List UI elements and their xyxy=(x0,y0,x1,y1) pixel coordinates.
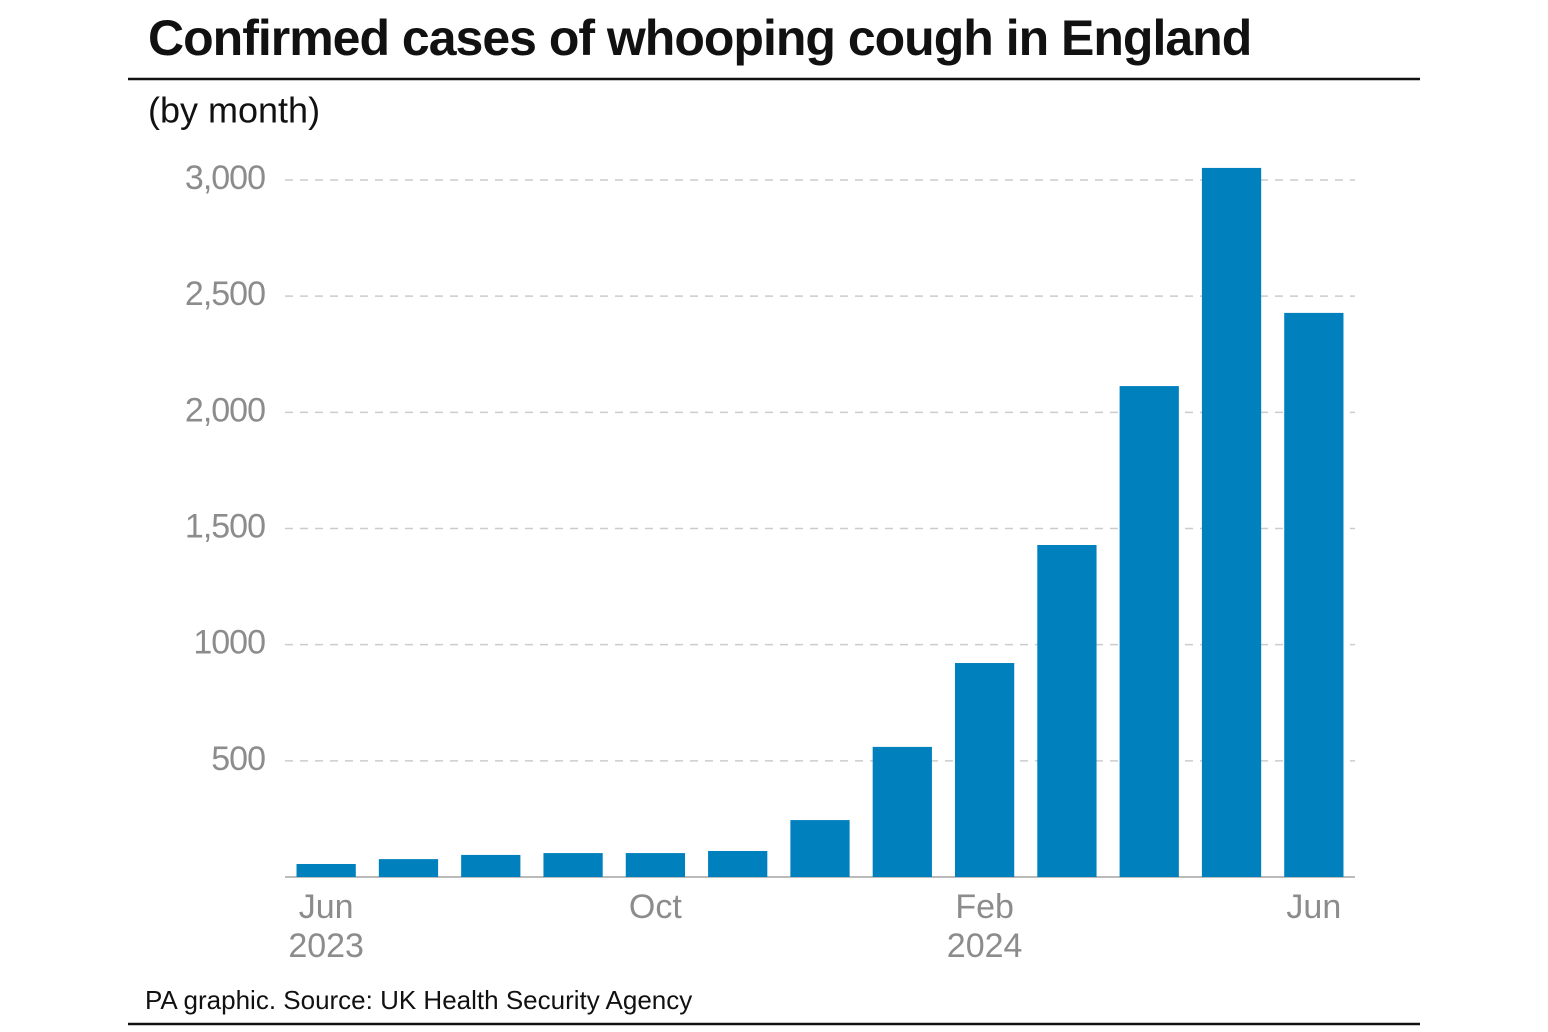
y-tick-label: 500 xyxy=(211,740,265,778)
x-tick-label: Feb 2024 xyxy=(946,888,1023,965)
bar xyxy=(1037,544,1097,877)
y-tick-label: 3,000 xyxy=(185,159,265,197)
bar xyxy=(954,663,1015,877)
chart-subtitle: (by month) xyxy=(148,90,320,131)
x-tick-label: Jun 2023 xyxy=(288,888,364,965)
chart-title: Confirmed cases of whooping cough in Eng… xyxy=(148,10,1251,66)
bar xyxy=(1201,167,1262,877)
x-tick-label: Jun xyxy=(1286,888,1342,926)
bar xyxy=(1284,312,1344,877)
bar xyxy=(625,853,686,877)
bar xyxy=(790,820,850,877)
bar xyxy=(543,853,603,877)
y-tick-label: 2,000 xyxy=(185,391,265,429)
bar xyxy=(461,854,521,877)
y-tick-label: 1000 xyxy=(193,624,265,662)
y-tick-label: 2,500 xyxy=(185,275,265,313)
source: PA graphic. Source: UK Health Security A… xyxy=(145,985,692,1015)
bar xyxy=(708,850,768,877)
bar xyxy=(378,859,439,877)
bar xyxy=(1119,386,1179,877)
y-tick-label: 1,500 xyxy=(185,507,265,545)
bar xyxy=(296,863,356,877)
bar xyxy=(872,746,932,877)
x-tick-label: Oct xyxy=(628,888,682,926)
